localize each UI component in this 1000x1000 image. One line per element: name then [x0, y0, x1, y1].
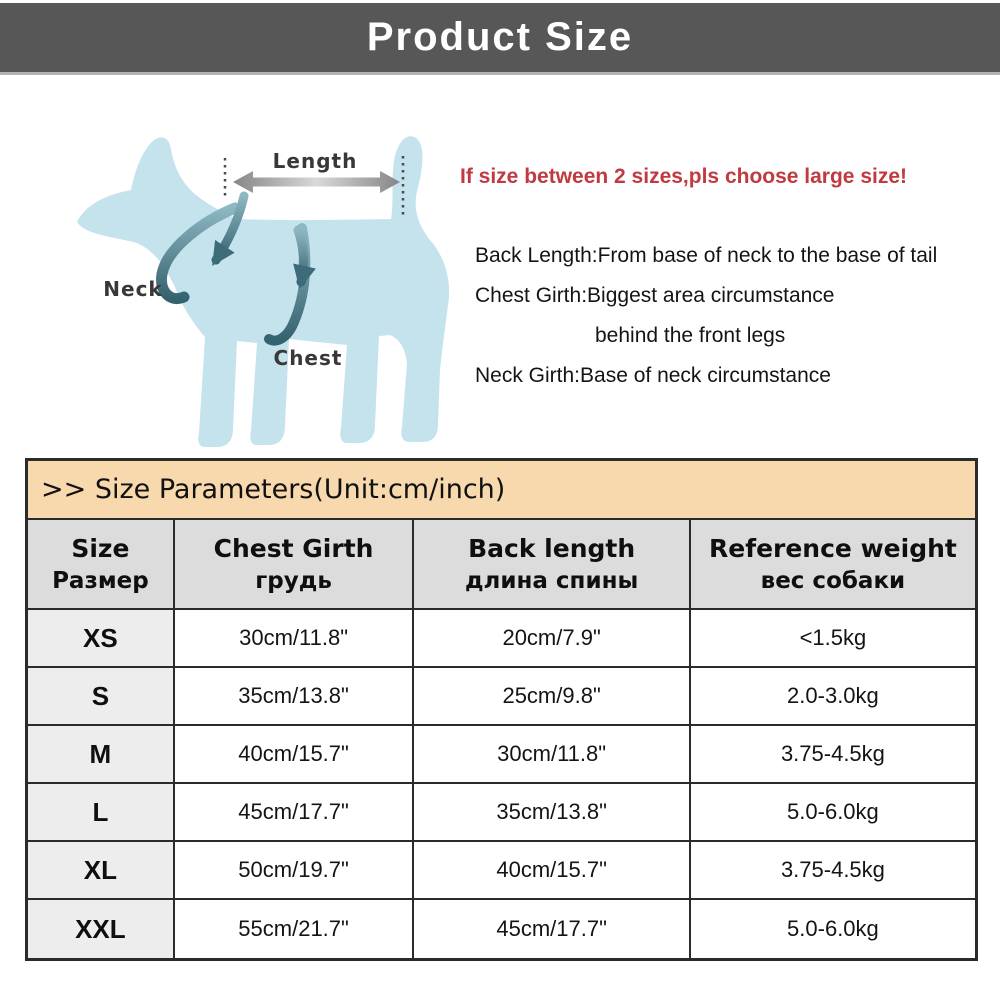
note-back-length: Back Length:From base of neck to the bas… [475, 244, 938, 267]
chest-cell: 45cm/17.7" [174, 784, 415, 842]
note-neck-girth: Neck Girth:Base of neck circumstance [475, 364, 831, 387]
length-arrow-head-left [233, 171, 253, 193]
size-table-grid: Size Размер Chest Girth грудь Back lengt… [28, 520, 975, 958]
chest-cell: 55cm/21.7" [174, 900, 415, 958]
size-table: >> Size Parameters(Unit:cm/inch) Size Ра… [25, 458, 978, 961]
neck-label: Neck [103, 277, 162, 301]
dog-silhouette [77, 136, 450, 448]
chest-label: Chest [274, 346, 343, 370]
dog-size-diagram: Length Neck Chest [55, 92, 475, 457]
chest-arrow [293, 225, 316, 289]
harness-neck-strap [156, 202, 241, 304]
note-chest-girth: Chest Girth:Biggest area circumstance [475, 284, 835, 307]
weight-cell: 3.75-4.5kg [690, 726, 975, 784]
note-chest-girth-cont: behind the front legs [595, 324, 786, 347]
column-header-weight-en: Reference weight [708, 533, 957, 563]
size-cell: L [28, 784, 175, 842]
back-cell: 25cm/9.8" [414, 668, 691, 726]
column-header-back-en: Back length [468, 533, 636, 563]
back-cell: 40cm/15.7" [414, 842, 691, 900]
back-cell: 45cm/17.7" [414, 900, 691, 958]
page-title: Product Size [366, 15, 634, 59]
column-header-weight-ru: вес собаки [760, 567, 906, 594]
column-header-back: Back length длина спины [414, 520, 691, 610]
weight-cell: 5.0-6.0kg [690, 900, 975, 958]
column-header-back-ru: длина спины [464, 567, 639, 594]
column-header-size-ru: Размер [52, 567, 149, 594]
column-header-chest-en: Chest Girth [213, 533, 374, 563]
table-title: >> Size Parameters(Unit:cm/inch) [28, 461, 975, 520]
length-label: Length [273, 149, 358, 173]
chest-cell: 50cm/19.7" [174, 842, 415, 900]
size-cell: M [28, 726, 175, 784]
neck-arrow [211, 191, 249, 266]
chest-cell: 30cm/11.8" [174, 610, 415, 668]
column-header-chest-ru: грудь [255, 567, 332, 594]
length-measure [223, 156, 405, 218]
weight-cell: <1.5kg [690, 610, 975, 668]
weight-cell: 3.75-4.5kg [690, 842, 975, 900]
size-cell: XXL [28, 900, 175, 958]
size-cell: S [28, 668, 175, 726]
chest-cell: 35cm/13.8" [174, 668, 415, 726]
size-cell: XL [28, 842, 175, 900]
length-arrow-head-right [380, 171, 400, 193]
back-cell: 20cm/7.9" [414, 610, 691, 668]
column-header-weight: Reference weight вес собаки [690, 520, 975, 610]
dog-diagram-svg: Length Neck Chest [77, 136, 450, 448]
column-header-chest: Chest Girth грудь [174, 520, 415, 610]
back-cell: 35cm/13.8" [414, 784, 691, 842]
length-arrow-shaft [251, 177, 382, 187]
size-warning: If size between 2 sizes,pls choose large… [460, 165, 908, 188]
weight-cell: 5.0-6.0kg [690, 784, 975, 842]
chest-cell: 40cm/15.7" [174, 726, 415, 784]
column-header-size-en: Size [71, 533, 130, 563]
measurement-notes: Back Length:From base of neck to the bas… [440, 236, 1000, 396]
header-bar: Product Size [0, 3, 1000, 75]
column-header-size: Size Размер [28, 520, 175, 610]
weight-cell: 2.0-3.0kg [690, 668, 975, 726]
back-cell: 30cm/11.8" [414, 726, 691, 784]
size-cell: XS [28, 610, 175, 668]
